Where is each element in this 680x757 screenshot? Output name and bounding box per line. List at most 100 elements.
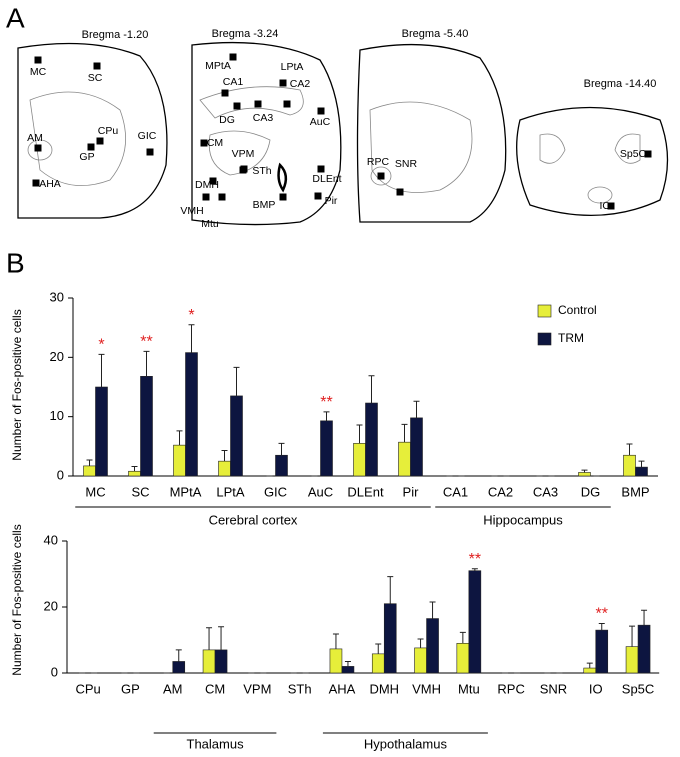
significance-mark: **	[320, 394, 332, 411]
y-tick-label: 20	[44, 598, 58, 613]
bar	[595, 629, 609, 674]
region-marker	[200, 139, 208, 147]
region-marker	[317, 107, 325, 115]
x-tick-label: CM	[205, 681, 225, 696]
bar	[578, 472, 591, 477]
legend-swatch	[537, 332, 552, 346]
x-tick-label: Mtu	[458, 681, 480, 696]
error-bar	[188, 324, 195, 353]
bar	[353, 443, 366, 477]
section-title: Bregma -5.40	[402, 28, 469, 40]
significance-mark: **	[140, 334, 152, 351]
x-tick-label: AM	[163, 681, 183, 696]
bar	[320, 420, 333, 477]
x-tick-label: GP	[121, 681, 140, 696]
error-bar	[471, 568, 478, 571]
bar	[214, 649, 228, 674]
x-tick-label: MPtA	[170, 484, 202, 499]
x-tick-label: RPC	[497, 681, 524, 696]
region-marker	[233, 102, 241, 110]
error-bar	[626, 443, 633, 456]
region-label: AM	[27, 132, 43, 144]
x-tick-label: MC	[85, 484, 105, 499]
y-axis-label: Number of Fos-positive cells	[10, 309, 24, 460]
region-label: IO	[599, 200, 610, 212]
region-label: GP	[79, 151, 94, 163]
x-tick-label: STh	[288, 681, 312, 696]
region-marker	[317, 165, 325, 173]
region-marker	[221, 89, 229, 97]
x-tick-label: AHA	[329, 681, 356, 696]
y-axis-label: Number of Fos-positive cells	[10, 524, 24, 675]
legend-label: TRM	[558, 331, 584, 345]
y-tick-label: 40	[44, 532, 58, 547]
region-label: CPu	[98, 125, 119, 137]
x-tick-label: DLEnt	[347, 484, 384, 499]
bar	[140, 376, 153, 477]
group-label: Cerebral cortex	[209, 512, 298, 527]
x-tick-label: VMH	[412, 681, 441, 696]
region-marker	[34, 56, 42, 64]
error-bar	[413, 400, 420, 418]
region-marker	[209, 177, 217, 185]
region-label: BMP	[253, 199, 276, 211]
region-marker	[607, 202, 615, 210]
bar	[218, 460, 231, 477]
x-tick-label: Pir	[403, 484, 420, 499]
bar	[185, 352, 198, 477]
bar	[635, 466, 648, 477]
bar	[341, 666, 355, 674]
region-label: MPtA	[205, 60, 231, 72]
error-bar	[86, 459, 93, 466]
x-tick-label: CA3	[533, 484, 558, 499]
x-tick-label: IO	[589, 681, 603, 696]
x-tick-label: SC	[131, 484, 149, 499]
bar	[637, 624, 651, 674]
bar	[456, 642, 470, 674]
y-tick-label: 20	[50, 349, 64, 364]
bar	[230, 395, 243, 477]
region-label: GIC	[138, 130, 157, 142]
error-bar	[581, 469, 588, 473]
legend-label: Control	[558, 303, 597, 317]
bar	[410, 417, 423, 477]
region-marker	[377, 172, 385, 180]
bar	[202, 649, 216, 674]
bar	[275, 454, 288, 477]
error-bar	[221, 449, 228, 462]
region-marker	[218, 193, 226, 201]
x-tick-label: CA1	[443, 484, 468, 499]
bar	[414, 647, 427, 674]
bar	[383, 603, 397, 674]
region-label: SC	[88, 72, 103, 84]
region-label: Pir	[325, 195, 338, 207]
error-bar	[98, 353, 105, 387]
region-label: LPtA	[281, 61, 304, 73]
panel-label: A	[6, 2, 25, 33]
bar	[625, 646, 639, 674]
x-tick-label: LPtA	[216, 484, 245, 499]
panel-label: B	[6, 247, 25, 278]
region-marker	[396, 188, 404, 196]
error-bar	[598, 623, 605, 631]
region-marker	[96, 137, 104, 145]
error-bar	[401, 423, 408, 443]
legend-swatch	[537, 304, 552, 318]
error-bar	[143, 350, 150, 377]
region-marker	[32, 179, 40, 187]
region-label: AHA	[39, 178, 61, 190]
x-tick-label: DG	[581, 484, 601, 499]
error-bar	[459, 631, 466, 644]
region-label: CA1	[223, 76, 244, 88]
bar	[398, 441, 411, 477]
bar	[371, 653, 385, 674]
significance-mark: **	[469, 551, 481, 568]
error-bar	[175, 649, 182, 662]
error-bar	[368, 375, 375, 404]
error-bar	[387, 576, 394, 604]
error-bar	[131, 466, 138, 472]
region-marker	[202, 193, 210, 201]
y-tick-label: 0	[57, 467, 64, 482]
x-tick-label: AuC	[308, 484, 333, 499]
